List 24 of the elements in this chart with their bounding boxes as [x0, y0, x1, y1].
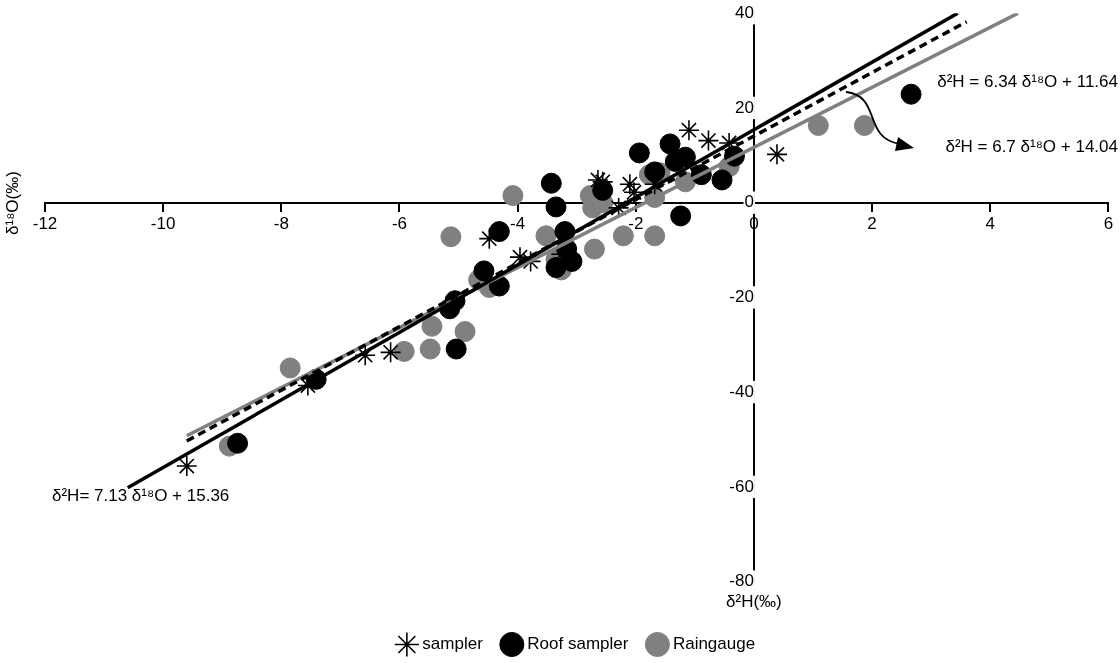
y-tick-label: -80: [729, 571, 754, 591]
legend-label: Raingauge: [672, 634, 756, 654]
x-tick-label: 2: [867, 213, 877, 233]
y-tick-label: -20: [729, 287, 754, 307]
x-tick-label: 4: [985, 213, 995, 233]
x-tick-label: -12: [32, 213, 58, 233]
y-tick-label: 40: [735, 2, 754, 22]
x-tick-label: -2: [628, 213, 644, 233]
y-axis-title: δ¹⁸O(‰): [3, 170, 23, 235]
y-tick-label: -60: [729, 476, 754, 496]
x-axis-title: δ²H(‰): [726, 591, 782, 612]
x-tick-label: -8: [273, 213, 289, 233]
y-tick-label: -40: [729, 381, 754, 401]
x-tick-label: 6: [1103, 213, 1114, 233]
annotation: δ²H = 6.34 δ¹⁸O + 11.64: [937, 72, 1118, 92]
annotation: δ²H = 6.7 δ¹⁸O + 14.04: [945, 137, 1118, 157]
x-tick-label: -10: [150, 213, 176, 233]
legend-label: Roof sampler: [527, 634, 629, 654]
x-tick-label: -6: [391, 213, 408, 233]
x-tick-label: -4: [510, 213, 526, 233]
annotation: δ²H= 7.13 δ¹⁸O + 15.36: [52, 486, 230, 506]
legend-label: sampler: [422, 634, 484, 654]
y-tick-label: 20: [735, 97, 754, 117]
y-tick-label: 0: [744, 192, 754, 212]
